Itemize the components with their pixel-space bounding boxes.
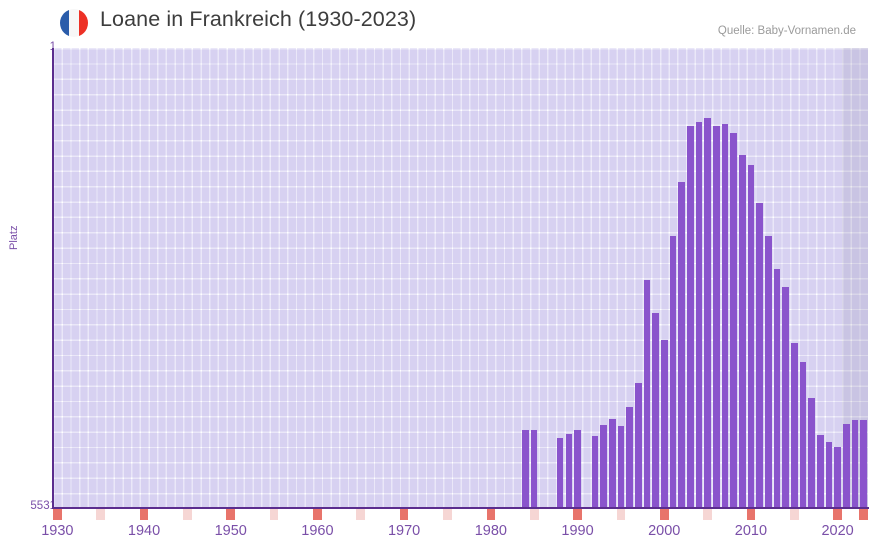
bar-1984[interactable] (522, 430, 529, 508)
bar-2018[interactable] (816, 435, 824, 508)
page-title: Loane in Frankreich (1930-2023) (100, 7, 417, 31)
x-axis-label-1990: 1990 (561, 523, 594, 539)
y-axis-title: Platz (8, 225, 20, 250)
x-tick-1930 (53, 509, 62, 520)
flag-stripe-blue (60, 9, 70, 37)
bar-2019[interactable] (825, 442, 833, 508)
france-flag-icon (60, 9, 88, 37)
bar-1989[interactable] (565, 434, 573, 508)
flag-stripe-red (78, 9, 88, 37)
x-tick-1955 (269, 509, 279, 520)
y-axis-line (52, 48, 54, 509)
bar-2010[interactable] (747, 165, 755, 508)
bar-2012[interactable] (764, 236, 772, 508)
x-tick-1990 (573, 509, 582, 520)
bar-1985[interactable] (530, 430, 538, 508)
bar-2011[interactable] (756, 203, 763, 508)
bar-1998[interactable] (643, 280, 651, 508)
x-axis-label-2010: 2010 (734, 523, 768, 539)
x-tick-1950 (226, 509, 236, 520)
bar-2013[interactable] (773, 269, 781, 508)
y-axis-label-bottom: 5531 (30, 500, 56, 512)
x-axis-label-1950: 1950 (214, 523, 247, 539)
x-axis-label-1930: 1930 (41, 523, 74, 539)
bar-2021[interactable] (843, 424, 850, 508)
x-tick-2005 (703, 509, 712, 520)
bar-1995[interactable] (617, 426, 625, 508)
bar-2023[interactable] (860, 420, 867, 508)
x-axis-label-2020: 2020 (821, 523, 854, 539)
bar-2004[interactable] (695, 122, 703, 508)
chart-header: Loane in Frankreich (1930-2023) Quelle: … (0, 0, 873, 46)
bar-2002[interactable] (678, 182, 685, 508)
x-axis-label-1970: 1970 (387, 523, 421, 539)
flag-stripe-white (69, 9, 79, 37)
bar-2006[interactable] (712, 126, 720, 508)
x-tick-2020 (833, 509, 842, 520)
bar-2017[interactable] (808, 398, 815, 508)
x-tick-1940 (139, 509, 149, 520)
bar-1993[interactable] (600, 425, 607, 508)
bar-1988[interactable] (556, 438, 564, 508)
x-axis-label-1960: 1960 (301, 523, 334, 539)
x-tick-1960 (313, 509, 322, 520)
bar-2008[interactable] (730, 133, 737, 508)
bar-2003[interactable] (686, 126, 694, 508)
x-tick-2015 (789, 509, 799, 520)
bar-2014[interactable] (782, 287, 789, 508)
y-axis-label-top: 1 (49, 41, 56, 53)
x-tick-1995 (616, 509, 626, 520)
bar-2016[interactable] (799, 362, 807, 508)
x-tick-2023 (859, 509, 868, 520)
bar-2000[interactable] (660, 340, 668, 508)
x-tick-1945 (183, 509, 192, 520)
bar-1990[interactable] (574, 430, 581, 508)
bar-2009[interactable] (738, 155, 746, 508)
x-axis-label-1980: 1980 (474, 523, 507, 539)
x-axis-label-2000: 2000 (648, 523, 681, 539)
bar-1994[interactable] (608, 419, 616, 508)
bar-series (53, 48, 868, 508)
x-tick-2000 (659, 509, 669, 520)
bar-2020[interactable] (834, 447, 841, 508)
bar-2015[interactable] (790, 343, 798, 508)
x-tick-2010 (746, 509, 756, 520)
x-tick-1980 (486, 509, 496, 520)
x-tick-1965 (356, 509, 366, 520)
bar-1996[interactable] (626, 407, 633, 508)
bar-2007[interactable] (721, 124, 729, 508)
x-tick-1970 (399, 509, 409, 520)
x-tick-1975 (443, 509, 452, 520)
plot-area (53, 48, 868, 508)
bar-1997[interactable] (634, 383, 642, 508)
x-axis-label-1940: 1940 (127, 523, 161, 539)
source-attribution: Quelle: Baby-Vornamen.de (717, 25, 856, 37)
bar-2005[interactable] (704, 118, 711, 508)
x-axis-line (52, 507, 869, 509)
x-tick-1985 (529, 509, 539, 520)
bar-1992[interactable] (591, 436, 599, 508)
bar-1999[interactable] (652, 313, 659, 508)
bar-2001[interactable] (669, 236, 677, 508)
bar-2022[interactable] (851, 420, 859, 508)
x-tick-1935 (96, 509, 106, 520)
